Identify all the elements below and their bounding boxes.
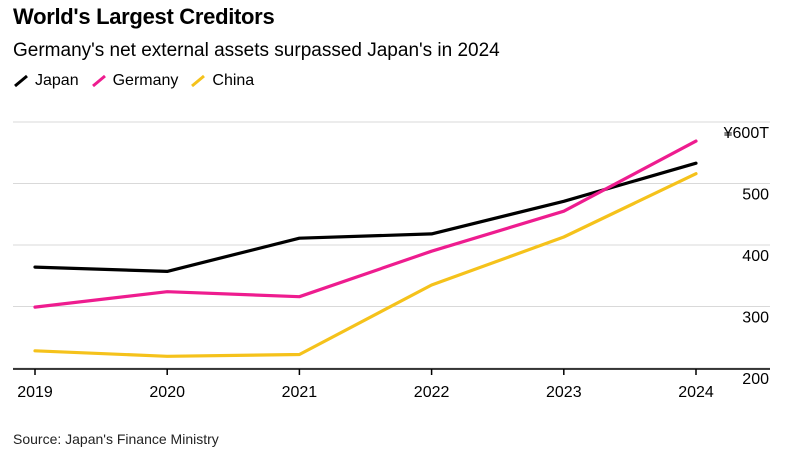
legend-swatch-japan (14, 74, 28, 88)
series-line-china (33, 172, 698, 358)
legend-item-japan: Japan (13, 72, 79, 90)
x-tick-label-2023: 2023 (546, 384, 582, 401)
chart-title: World's Largest Creditors (13, 4, 275, 29)
x-tick-label-2019: 2019 (17, 384, 53, 401)
legend-item-china: China (190, 72, 254, 90)
legend-label-germany: Germany (112, 72, 179, 89)
y-tick-label-500: 500 (742, 187, 769, 204)
y-tick-label-600: ¥600T (723, 125, 770, 142)
source-note: Source: Japan's Finance Ministry (13, 431, 219, 447)
legend-label-china: China (212, 72, 255, 89)
x-tick-label-2022: 2022 (414, 384, 450, 401)
legend: Japan Germany China (13, 72, 266, 90)
x-tick-label-2024: 2024 (678, 384, 714, 401)
x-tick-label-2020: 2020 (149, 384, 185, 401)
legend-swatch-china (191, 74, 206, 88)
legend-item-germany: Germany (91, 72, 179, 90)
y-tick-label-200: 200 (742, 371, 769, 388)
series-line-japan (33, 161, 698, 273)
legend-label-japan: Japan (35, 72, 79, 89)
series-line-germany (33, 139, 698, 309)
y-tick-label-300: 300 (742, 310, 769, 327)
chart-subtitle: Germany's net external assets surpassed … (13, 40, 500, 61)
x-tick-label-2021: 2021 (282, 384, 318, 401)
legend-swatch-germany (91, 74, 106, 88)
y-tick-label-400: 400 (742, 248, 769, 265)
